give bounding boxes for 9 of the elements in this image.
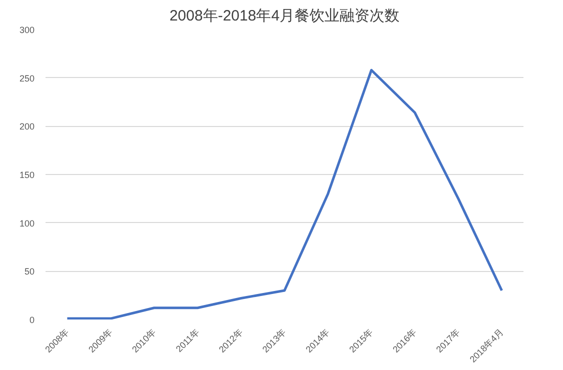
y-tick-label: 250 [19, 73, 35, 84]
y-tick-label: 50 [24, 266, 35, 277]
y-tick-label: 100 [19, 218, 35, 228]
y-tick-label: 300 [19, 25, 35, 35]
y-tick-label: 200 [19, 122, 35, 132]
y-tick-label: 0 [29, 315, 35, 325]
y-tick-label: 150 [19, 170, 35, 180]
chart-title: 2008年-2018年4月餐饮业融资次数 [169, 8, 400, 24]
line-series [66, 68, 504, 320]
